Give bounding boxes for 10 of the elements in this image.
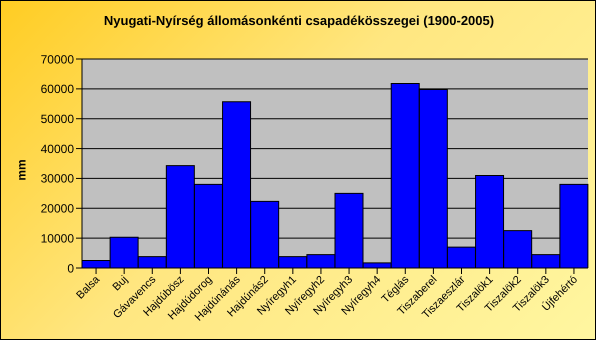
y-tick-label: 70000 (40, 52, 74, 66)
y-tick-label: 60000 (40, 82, 74, 96)
chart-title: Nyugati-Nyírség állomásonkénti csapadékösszegei (1900-2005) (102, 13, 496, 28)
y-tick-label: 20000 (40, 202, 74, 216)
y-tick-label: 0 (67, 261, 74, 276)
y-tick-label: 10000 (40, 231, 74, 246)
y-tick-label: 50000 (40, 112, 74, 126)
y-tick-label: 30000 (40, 172, 74, 186)
y-axis-title: mm (14, 159, 29, 181)
y-tick-label: 40000 (40, 142, 74, 156)
